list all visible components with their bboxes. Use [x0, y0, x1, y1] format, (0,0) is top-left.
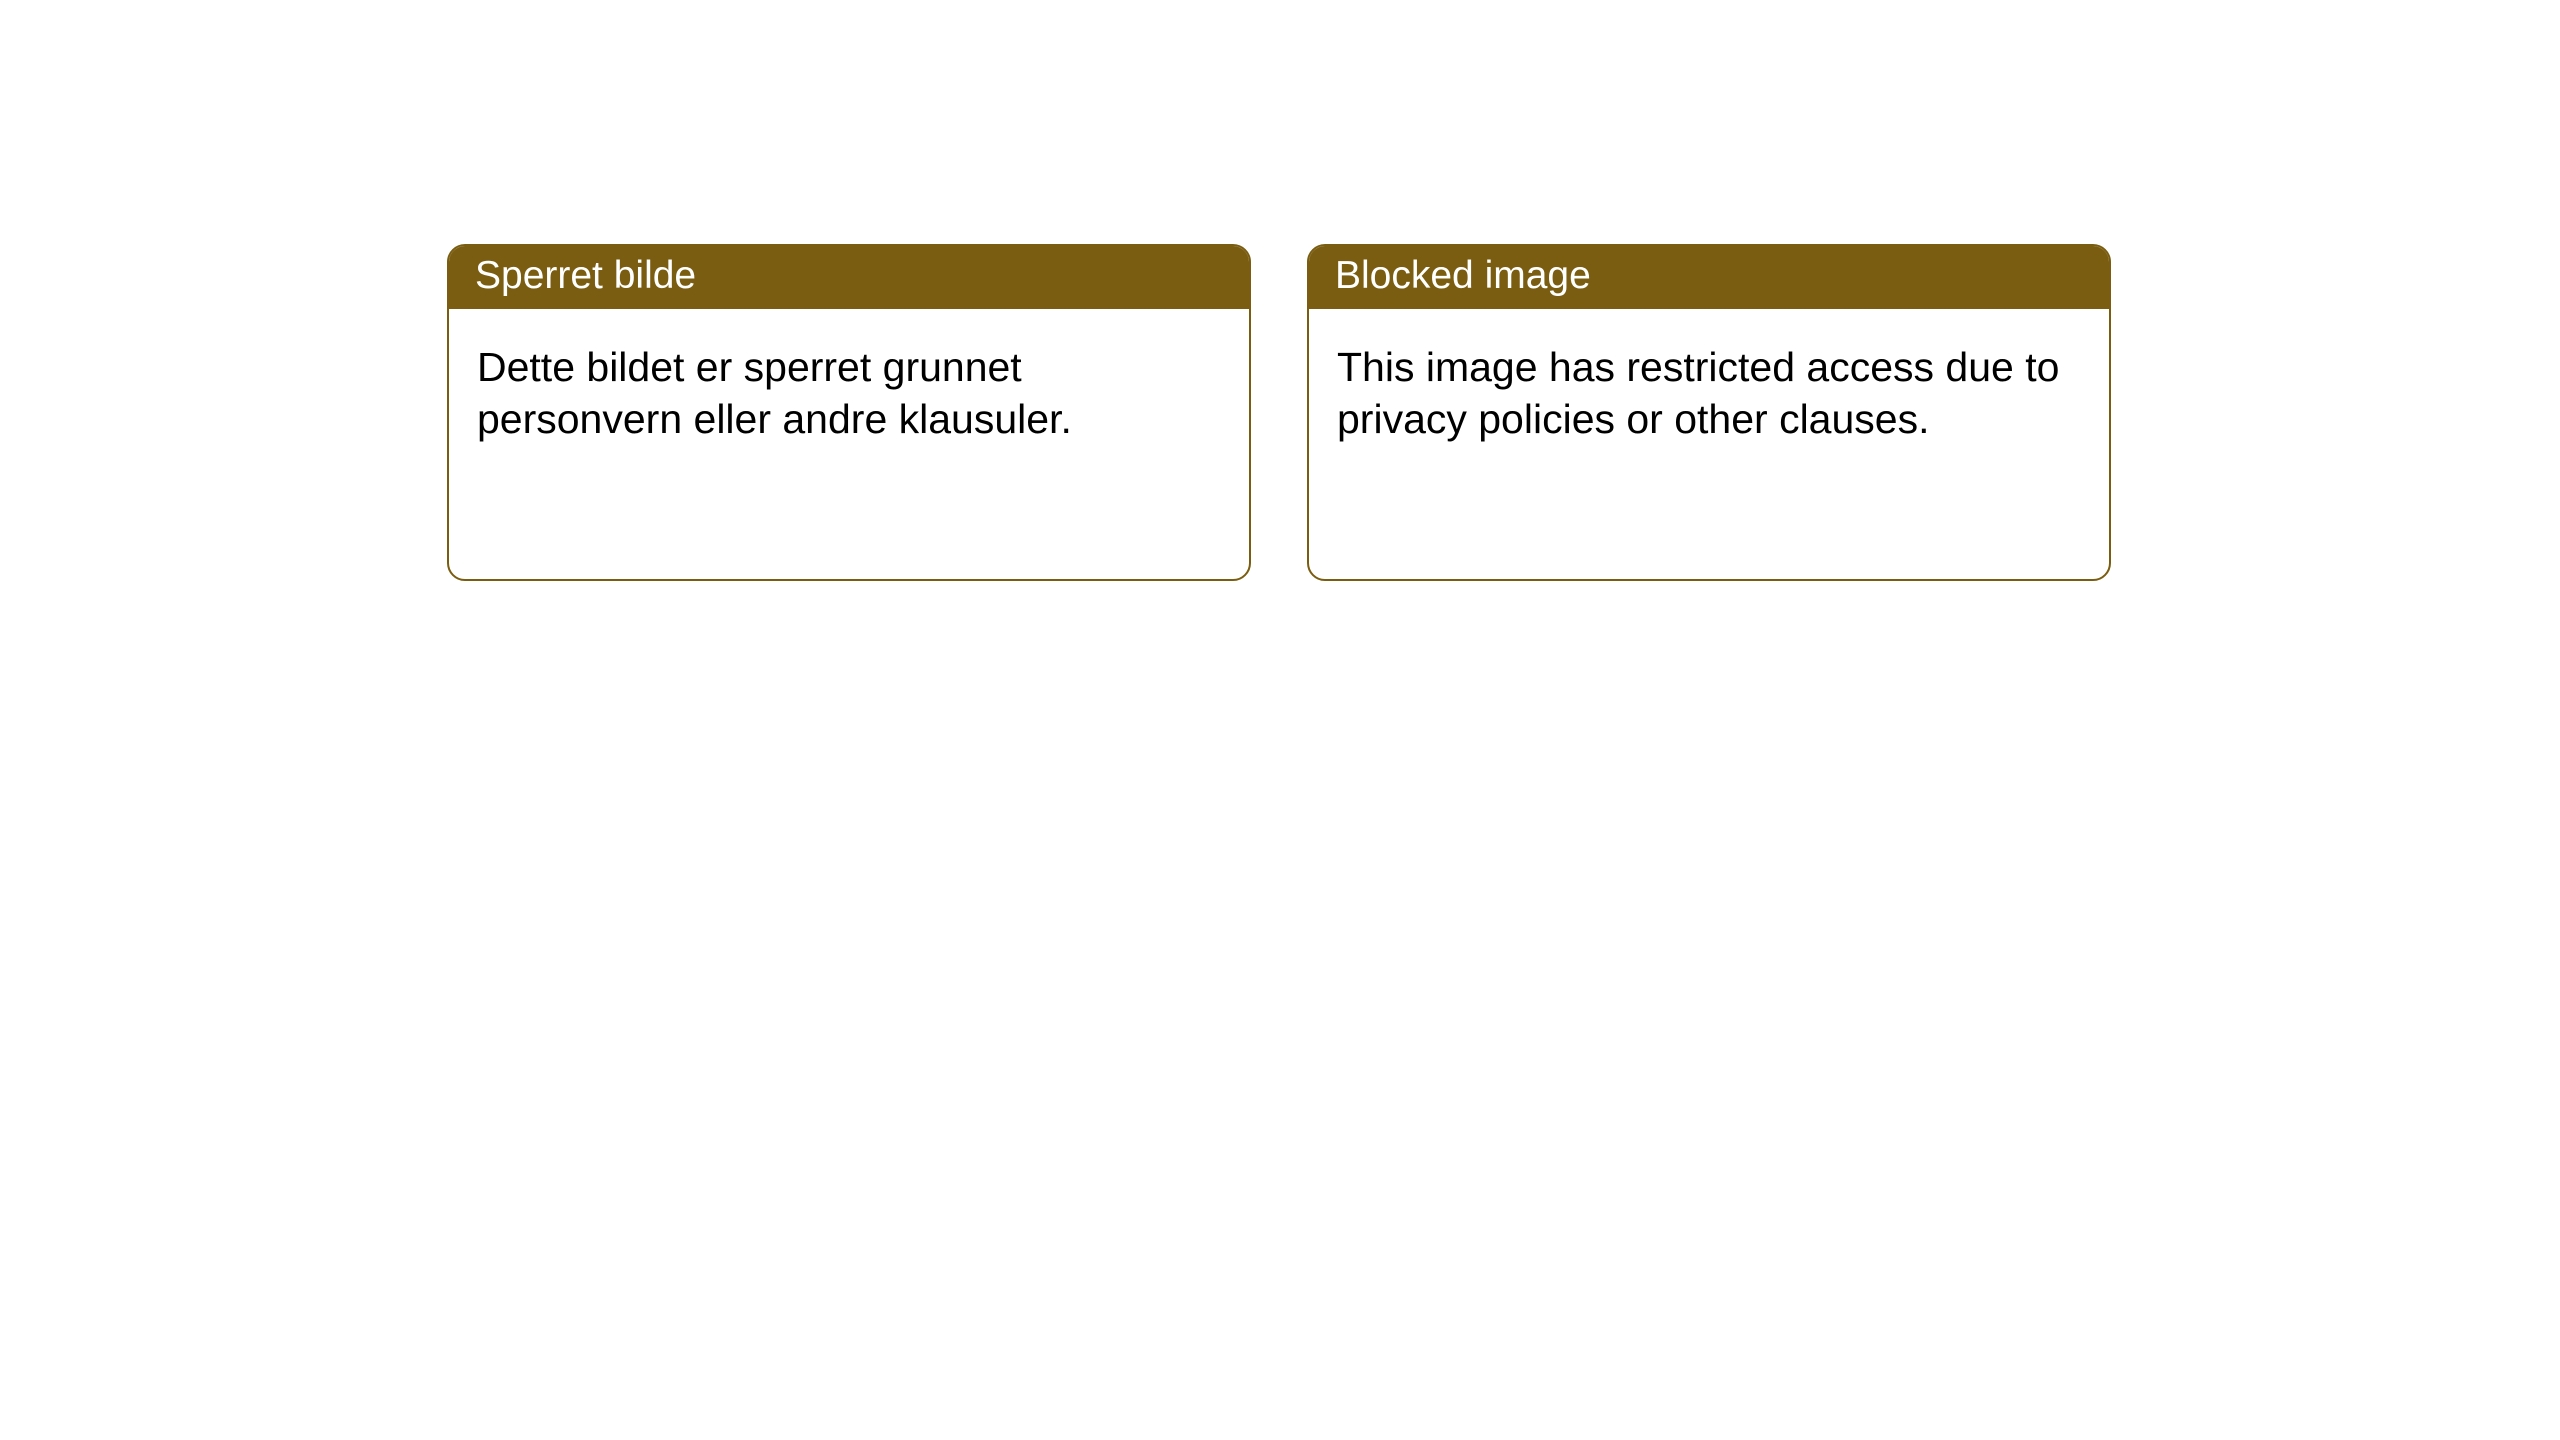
- notice-body: Dette bildet er sperret grunnet personve…: [449, 309, 1249, 477]
- notice-body: This image has restricted access due to …: [1309, 309, 2109, 477]
- notice-card-english: Blocked image This image has restricted …: [1307, 244, 2111, 581]
- notice-title: Sperret bilde: [449, 246, 1249, 309]
- notice-container: Sperret bilde Dette bildet er sperret gr…: [0, 0, 2560, 581]
- notice-card-norwegian: Sperret bilde Dette bildet er sperret gr…: [447, 244, 1251, 581]
- notice-title: Blocked image: [1309, 246, 2109, 309]
